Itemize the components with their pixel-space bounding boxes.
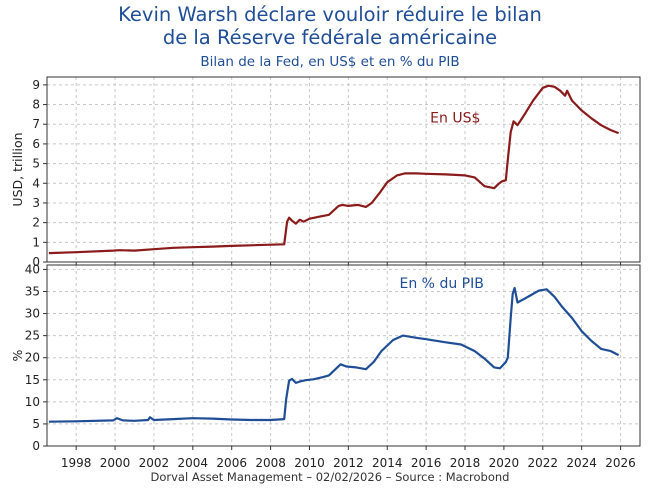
y-tick-label: 7 xyxy=(32,117,40,131)
series-annotation: En % du PIB xyxy=(400,276,484,292)
y-tick-label: 0 xyxy=(32,439,40,453)
x-tick-label: 2024 xyxy=(566,456,597,470)
chart-title: Kevin Warsh déclare vouloir réduire le b… xyxy=(0,3,660,49)
y-tick-label: 25 xyxy=(25,329,40,343)
y-axis-label: % xyxy=(10,349,25,361)
x-tick-label: 2012 xyxy=(333,456,364,470)
y-axis-label: USD, trillion xyxy=(10,132,25,206)
y-tick-label: 5 xyxy=(32,157,40,171)
series-annotation: En US$ xyxy=(430,110,480,126)
x-tick-label: 2014 xyxy=(372,456,403,470)
y-tick-label: 15 xyxy=(25,373,40,387)
y-tick-label: 8 xyxy=(32,98,40,112)
y-tick-label: 1 xyxy=(32,235,40,249)
x-tick-label: 2000 xyxy=(100,456,131,470)
y-tick-label: 2 xyxy=(32,216,40,230)
series-line-pct xyxy=(48,286,620,423)
y-tick-label: 6 xyxy=(32,137,40,151)
series-line-usd xyxy=(48,84,619,255)
y-tick-label: 0 xyxy=(32,255,40,269)
x-tick-label: 2008 xyxy=(255,456,286,470)
y-tick-label: 35 xyxy=(25,284,40,298)
y-tick-label: 3 xyxy=(32,196,40,210)
y-tick-label: 30 xyxy=(25,307,40,321)
x-tick-label: 2006 xyxy=(216,456,247,470)
x-tick-label: 2004 xyxy=(178,456,209,470)
x-tick-label: 2020 xyxy=(489,456,520,470)
x-tick-label: 2026 xyxy=(605,456,636,470)
y-tick-label: 5 xyxy=(32,417,40,431)
x-tick-label: 2018 xyxy=(450,456,481,470)
chart-title-line1: Kevin Warsh déclare vouloir réduire le b… xyxy=(118,3,542,26)
chart-panel-2: 0 5 10 15 20 25 30 35 40 1998 2000 2002 2004 2006 2008… xyxy=(10,262,641,470)
x-tick-label: 2016 xyxy=(411,456,442,470)
y-tick-label: 40 xyxy=(25,262,40,276)
chart-title-line2: de la Réserve fédérale américaine xyxy=(162,26,498,49)
x-tick-label: 2022 xyxy=(528,456,559,470)
x-tick-label: 2010 xyxy=(294,456,325,470)
footer-source: Dorval Asset Management – 02/02/2026 – S… xyxy=(150,470,510,484)
x-tick-label: 2002 xyxy=(139,456,170,470)
y-tick-label: 20 xyxy=(25,351,40,365)
x-tick-label: 1998 xyxy=(61,456,92,470)
y-tick-label: 9 xyxy=(32,78,40,92)
y-tick-label: 10 xyxy=(25,395,40,409)
chart-subtitle: Bilan de la Fed, en US$ et en % du PIB xyxy=(200,54,460,70)
chart-panel-1: 0 1 2 3 4 5 6 7 8 9 USD, trillion En US$ xyxy=(10,76,641,269)
plot-frame xyxy=(46,76,641,263)
plot-frame xyxy=(46,264,641,447)
y-tick-label: 4 xyxy=(32,176,40,190)
